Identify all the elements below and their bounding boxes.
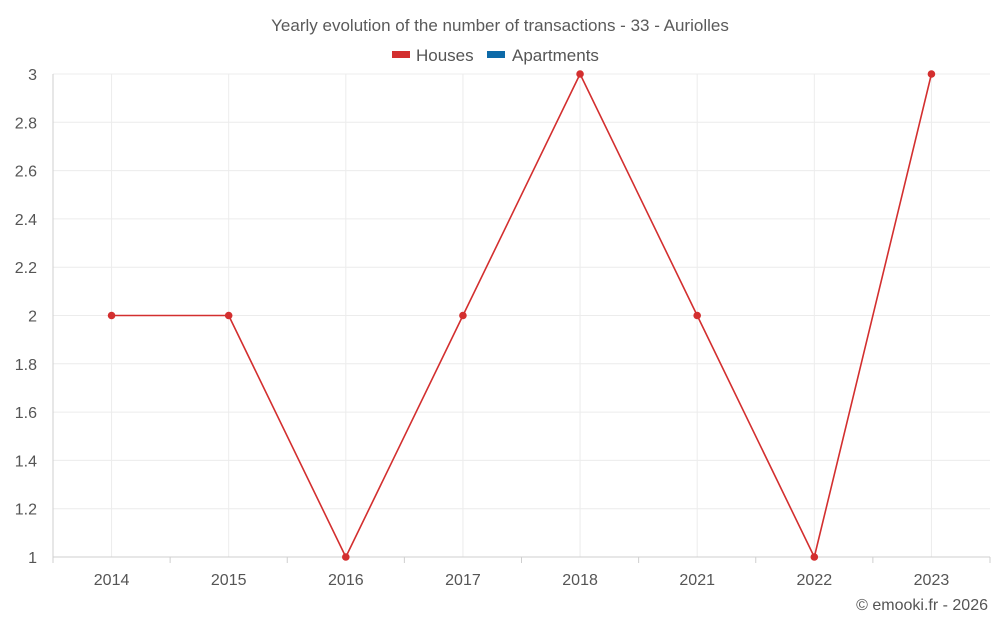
series-line-houses	[111, 73, 933, 558]
data-point-houses	[459, 311, 467, 320]
x-tick-label: 2021	[679, 572, 715, 589]
legend-swatch-houses	[392, 51, 410, 58]
y-tick-label: 1.2	[15, 502, 37, 519]
x-tick-label: 2014	[94, 572, 130, 589]
x-tick-label: 2018	[562, 572, 598, 589]
y-tick-label: 3	[28, 67, 37, 84]
data-point-houses	[693, 311, 701, 320]
legend: Houses Apartments	[392, 46, 599, 65]
y-tick-label: 2.8	[15, 115, 37, 132]
data-point-houses	[576, 70, 584, 78]
y-tick-label: 1.4	[15, 453, 37, 470]
y-tick-label: 1.8	[15, 357, 37, 374]
y-tick-label: 1.6	[15, 405, 37, 422]
credit-text: © emooki.fr - 2026	[856, 597, 988, 614]
y-tick-label: 2.4	[15, 212, 37, 229]
x-tick-label: 2023	[914, 572, 950, 589]
y-tick-label: 2.2	[15, 260, 37, 277]
x-tick-label: 2015	[211, 572, 247, 589]
data-point-houses	[927, 70, 936, 78]
series-layer	[107, 70, 936, 561]
x-tick-label: 2022	[797, 572, 833, 589]
chart-title: Yearly evolution of the number of transa…	[271, 16, 729, 35]
legend-label-apartments[interactable]: Apartments	[512, 46, 599, 65]
data-point-houses	[810, 553, 819, 561]
data-point-houses	[107, 311, 116, 320]
legend-swatch-apartments	[487, 51, 505, 58]
axes: 1 1.2 1.4 1.6 1.8 2 2.2 2.4 2.6 2.8 3 2014 2015 2016 2…	[15, 67, 991, 589]
x-tick-label: 2017	[445, 572, 481, 589]
y-tick-label: 2	[28, 309, 37, 326]
data-point-houses	[224, 311, 233, 320]
legend-label-houses[interactable]: Houses	[416, 46, 474, 65]
y-tick-label: 1	[28, 550, 37, 567]
x-tick-label: 2016	[328, 572, 364, 589]
data-point-houses	[342, 553, 350, 561]
y-tick-label: 2.6	[15, 164, 37, 181]
